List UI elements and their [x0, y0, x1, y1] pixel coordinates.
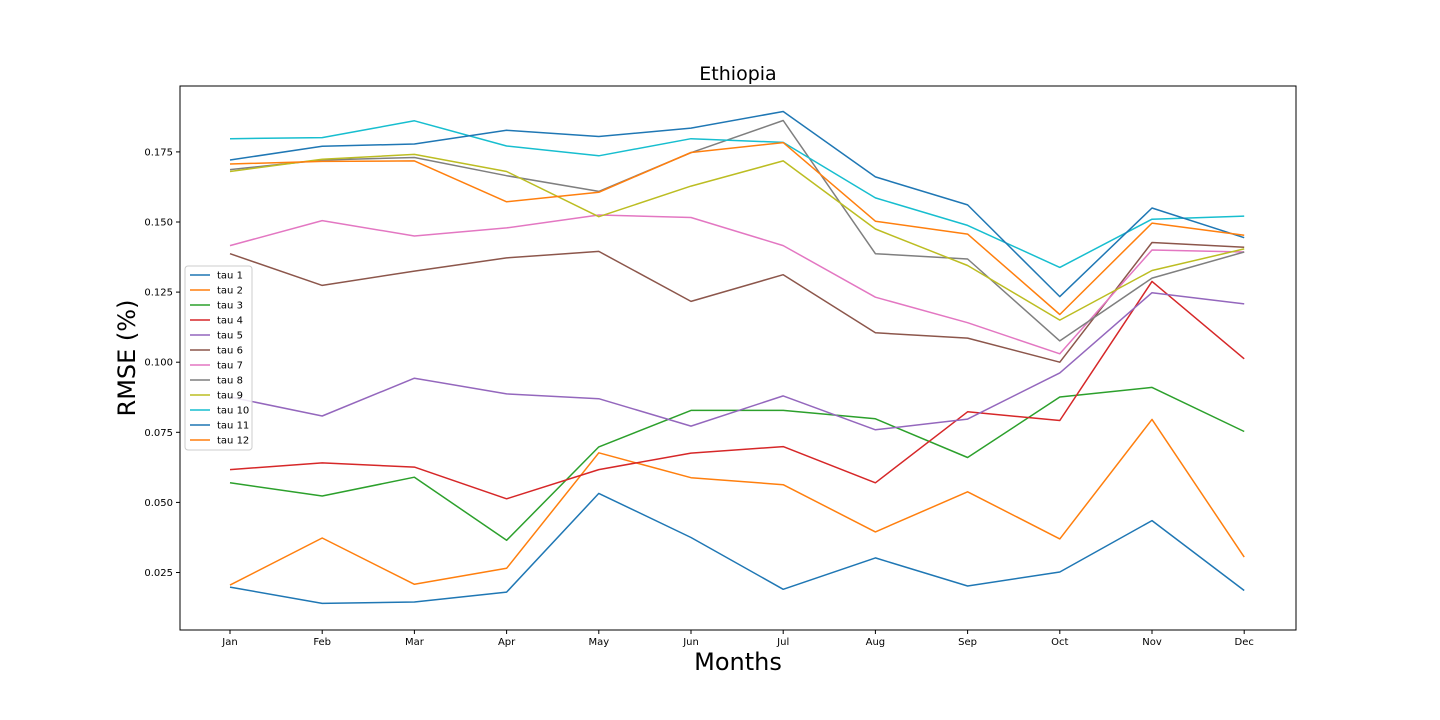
- y-axis-label: RMSE (%): [113, 300, 141, 417]
- legend: tau 1 tau 2 tau 3 tau 4 tau 5 tau 6 tau 7 tau 8…: [184, 265, 253, 451]
- y-tick-label: 0.125: [144, 288, 173, 299]
- x-tick-label: Aug: [866, 637, 886, 648]
- x-axis-label: Months: [694, 648, 782, 676]
- series-line-tau-12: [229, 141, 1245, 316]
- legend-label: tau 8: [217, 376, 243, 387]
- series-layer: [229, 110, 1245, 605]
- y-axis: 0.025 0.050 0.075 0.100 0.125 0.150 0.175: [144, 147, 180, 579]
- legend-label: tau 7: [217, 361, 243, 372]
- y-tick-label: 0.050: [144, 498, 173, 509]
- plot-frame: [179, 85, 1297, 631]
- legend-label: tau 4: [217, 316, 243, 327]
- y-tick-label: 0.175: [144, 147, 173, 158]
- series-line-tau-7: [229, 214, 1245, 355]
- x-tick-label: May: [588, 637, 609, 648]
- y-tick-label: 0.150: [144, 218, 173, 229]
- x-tick-label: Oct: [1051, 637, 1068, 648]
- series-line-tau-9: [229, 153, 1245, 321]
- chart-title: Ethiopia: [699, 63, 776, 85]
- series-line-tau-1: [229, 492, 1245, 605]
- y-tick-label: 0.075: [144, 428, 173, 439]
- x-tick-label: Apr: [498, 637, 516, 648]
- series-line-tau-8: [229, 119, 1245, 342]
- x-tick-label: Jan: [221, 637, 237, 648]
- legend-label: tau 11: [217, 421, 249, 432]
- series-line-tau-2: [229, 418, 1245, 586]
- series-line-tau-6: [229, 241, 1245, 363]
- x-tick-label: Feb: [313, 637, 331, 648]
- x-tick-label: Dec: [1235, 637, 1254, 648]
- x-tick-label: Nov: [1142, 637, 1162, 648]
- y-tick-label: 0.100: [144, 358, 173, 369]
- legend-box: [184, 265, 253, 451]
- legend-label: tau 1: [217, 271, 243, 282]
- series-line-tau-5: [229, 291, 1245, 431]
- x-tick-label: Jul: [776, 637, 789, 648]
- legend-label: tau 5: [217, 331, 243, 342]
- legend-label: tau 3: [217, 301, 243, 312]
- x-tick-label: Mar: [405, 637, 425, 648]
- y-tick-label: 0.025: [144, 568, 173, 579]
- series-line-tau-11: [229, 110, 1245, 298]
- series-line-tau-4: [229, 280, 1245, 500]
- series-line-tau-10: [229, 120, 1245, 269]
- legend-label: tau 10: [217, 406, 249, 417]
- x-tick-label: Sep: [958, 637, 977, 648]
- legend-label: tau 6: [217, 346, 243, 357]
- legend-label: tau 2: [217, 286, 243, 297]
- legend-label: tau 9: [217, 391, 243, 402]
- legend-label: tau 12: [217, 436, 249, 447]
- x-tick-label: Jun: [682, 637, 699, 648]
- x-axis: Jan Feb Mar Apr May Jun Jul Aug Sep Oct Nov Dec: [221, 630, 1254, 648]
